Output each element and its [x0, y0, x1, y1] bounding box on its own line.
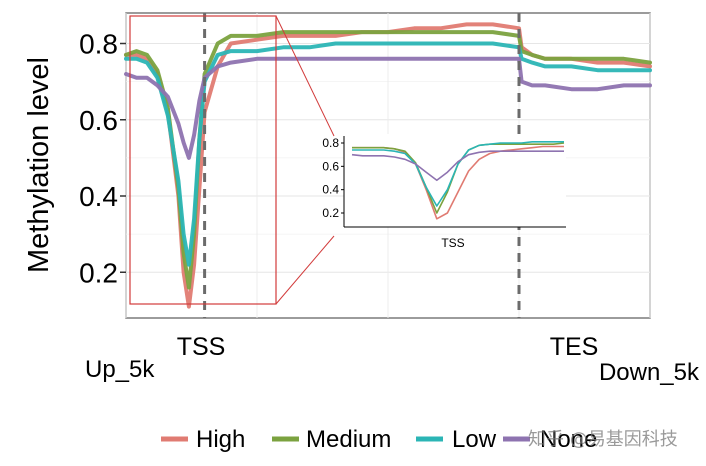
zoom-box: [129, 15, 277, 305]
y-tick-label: 0.4: [79, 181, 118, 212]
series-line-low: [124, 41, 652, 267]
legend-label: High: [196, 426, 245, 453]
y-axis: 0.2 0.4 0.6 0.8: [79, 29, 126, 288]
y-tick-label: 0.2: [79, 257, 118, 288]
y-tick-label: 0.6: [79, 105, 118, 136]
y-axis-label: Methylation level: [23, 57, 55, 273]
zoom-connector-bottom: [275, 235, 335, 305]
legend-label: None: [540, 426, 597, 453]
series-line-none: [124, 56, 652, 160]
inset-line-none: [351, 150, 564, 182]
legend-item-medium[interactable]: Medium: [272, 426, 391, 453]
inset-y-tick-label: 0.2: [322, 206, 339, 220]
legend[interactable]: High Medium Low None: [161, 426, 597, 453]
inset-y-tick-label: 0.6: [322, 159, 339, 173]
inset-x-label: TSS: [441, 236, 464, 250]
x-label-tes: TES: [550, 333, 599, 361]
inset-y-tick-label: 0.4: [322, 183, 339, 197]
zoom-connector-top: [275, 15, 335, 137]
inset-line-low: [352, 141, 564, 207]
series-lines: [124, 22, 652, 309]
y-tick-label: 0.8: [79, 29, 118, 60]
watermark: 知乎 @易基因科技: [528, 429, 678, 450]
inset-chart: 0.2 0.4 0.6 0.8 TSS: [322, 134, 566, 250]
legend-label: Low: [452, 426, 497, 453]
legend-item-low[interactable]: Low: [416, 426, 497, 453]
x-label-down5k: Down_5k: [599, 359, 700, 386]
inset-y-tick-label: 0.8: [322, 136, 339, 150]
legend-item-none[interactable]: None: [503, 426, 597, 453]
x-label-up5k: Up_5k: [85, 356, 155, 383]
legend-item-high[interactable]: High: [161, 426, 245, 453]
legend-label: Medium: [306, 426, 391, 453]
x-label-tss: TSS: [177, 333, 226, 361]
